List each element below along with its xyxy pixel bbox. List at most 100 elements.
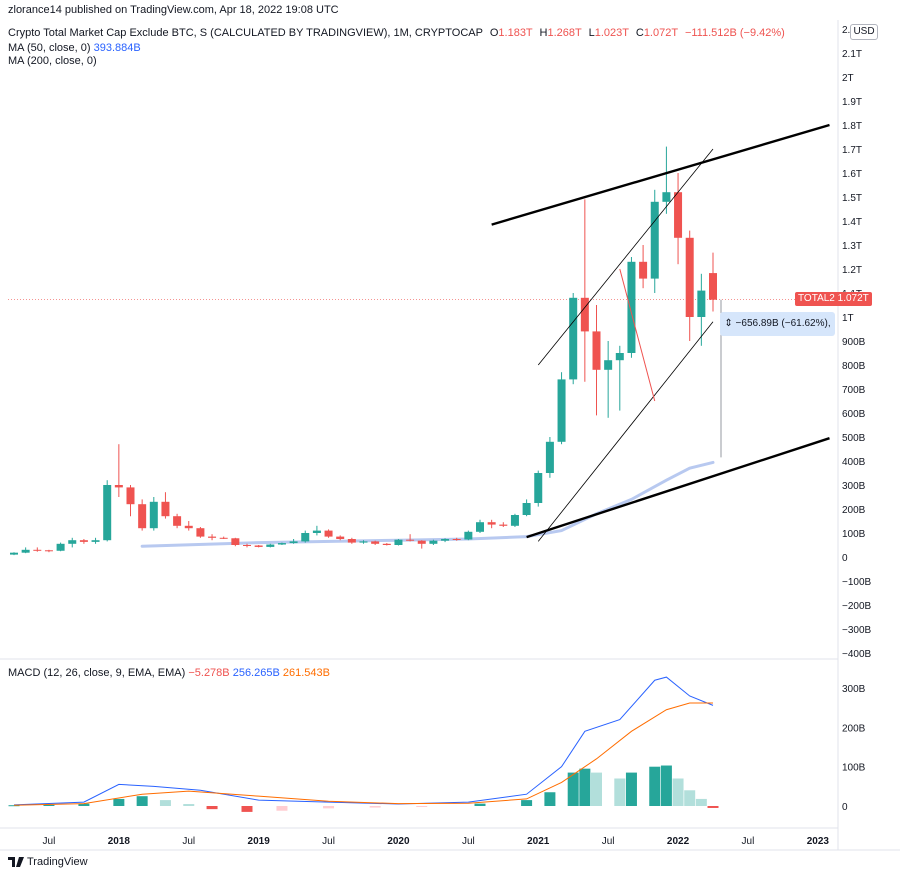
macd-hist-bar (521, 800, 533, 806)
candle-body (662, 192, 671, 202)
ohlc-high: H1.268T (539, 27, 582, 39)
y-tick-label: 0 (842, 553, 848, 564)
price-tag-value: 1.072T (837, 293, 869, 304)
measure-label[interactable]: ⇕ −656.89B (−61.62%), (720, 312, 835, 336)
candle-body (196, 528, 205, 537)
candle-body (173, 516, 182, 526)
ohlc-low: L1.023T (588, 27, 629, 39)
candle-body (580, 297, 589, 332)
macd-hist-bar (416, 806, 428, 807)
y-tick-label: 1.6T (842, 169, 862, 180)
candle-body (452, 539, 461, 540)
trendline (619, 268, 656, 402)
x-tick-label: Jul (322, 836, 335, 847)
macd-hist-bar (78, 803, 90, 806)
candle-body (114, 485, 123, 488)
tradingview-logo-icon (8, 857, 24, 868)
candle-body (103, 485, 112, 541)
x-tick-label: Jul (182, 836, 195, 847)
trendline (537, 148, 714, 366)
y-tick-label: 2.1T (842, 49, 862, 60)
x-tick-label: Jul (462, 836, 475, 847)
candle-body (604, 360, 613, 370)
macd-hist-bar (323, 806, 335, 809)
candle-body (592, 331, 601, 370)
candle-body (382, 543, 391, 545)
candle-body (149, 501, 158, 529)
macd-hist-bar (695, 798, 707, 806)
macd-hist-bar (136, 796, 148, 806)
candle-body (33, 549, 42, 551)
y-tick-label: 200B (842, 505, 866, 516)
candle-body (639, 261, 648, 279)
candle-body (406, 539, 415, 541)
trendline (526, 437, 830, 539)
macd-hist-bar (474, 803, 486, 806)
x-tick-label: Jul (742, 836, 755, 847)
macd-y-tick-label: 0 (842, 802, 848, 813)
candle-body (161, 501, 170, 517)
macd-hist-bar (276, 806, 288, 811)
candle-body (126, 487, 135, 505)
macd-hist-bar (591, 772, 602, 806)
ma50-legend[interactable]: MA (50, close, 0) 393.884B (8, 42, 141, 54)
macd-hist-bar (649, 766, 661, 806)
x-tick-label: 2018 (108, 836, 131, 847)
macd-hist-bar (672, 778, 684, 806)
currency-button[interactable]: USD (850, 24, 878, 40)
x-tick-label: 2022 (667, 836, 690, 847)
macd-hist-bar (241, 806, 253, 812)
candle-body (615, 353, 624, 361)
price-tag-symbol: TOTAL2 (798, 293, 835, 304)
y-tick-label: 1.5T (842, 193, 862, 204)
candle-body (44, 550, 53, 552)
candle-body (394, 539, 403, 545)
candle-body (371, 541, 380, 544)
trendline (491, 123, 830, 226)
candle-body (569, 297, 578, 380)
ma50-label: MA (50, close, 0) (8, 42, 91, 54)
y-tick-label: 1.7T (842, 145, 862, 156)
candle-body (254, 545, 263, 547)
candle-body (487, 522, 496, 525)
x-tick-label: 2020 (387, 836, 410, 847)
candle-body (289, 541, 298, 544)
candle-body (324, 530, 333, 537)
trendline (537, 321, 714, 542)
y-tick-label: −400B (842, 649, 872, 660)
x-tick-label: Jul (43, 836, 56, 847)
macd-hist-bar (159, 800, 171, 806)
ma50-value: 393.884B (93, 42, 141, 54)
candle-body (522, 503, 531, 515)
macd-hist-bar (183, 804, 195, 806)
last-price-tag: TOTAL2 1.072T (795, 292, 872, 306)
macd-hist-bar (8, 805, 20, 807)
candle-body (277, 543, 286, 545)
symbol-title: Crypto Total Market Cap Exclude BTC, S (… (8, 27, 483, 39)
candle-body (359, 541, 368, 543)
ma200-legend[interactable]: MA (200, close, 0) (8, 55, 97, 67)
symbol-legend: Crypto Total Market Cap Exclude BTC, S (… (8, 27, 785, 39)
macd-hist-bar (544, 792, 556, 806)
candle-body (429, 540, 438, 544)
macd-hist-bar (206, 806, 218, 810)
macd-legend[interactable]: MACD (12, 26, close, 9, EMA, EMA) −5.278… (8, 667, 330, 679)
candle-body (184, 525, 193, 529)
measure-text: −656.89B (−61.62%), (735, 318, 831, 329)
candle-body (441, 539, 450, 541)
candle-body (347, 539, 356, 543)
candle-body (243, 545, 251, 546)
candle-body (476, 522, 484, 532)
candle-body (534, 473, 543, 503)
macd-signal-line (13, 702, 713, 806)
macd-label: MACD (12, 26, close, 9, EMA, EMA) (8, 667, 186, 679)
tradingview-logo[interactable]: TradingView (8, 856, 88, 868)
y-tick-label: 400B (842, 457, 866, 468)
macd-line-value: 256.265B (232, 667, 280, 679)
x-tick-label: 2019 (248, 836, 271, 847)
candle-body (685, 237, 694, 317)
candle-body (336, 536, 345, 539)
candle-body (21, 549, 30, 553)
